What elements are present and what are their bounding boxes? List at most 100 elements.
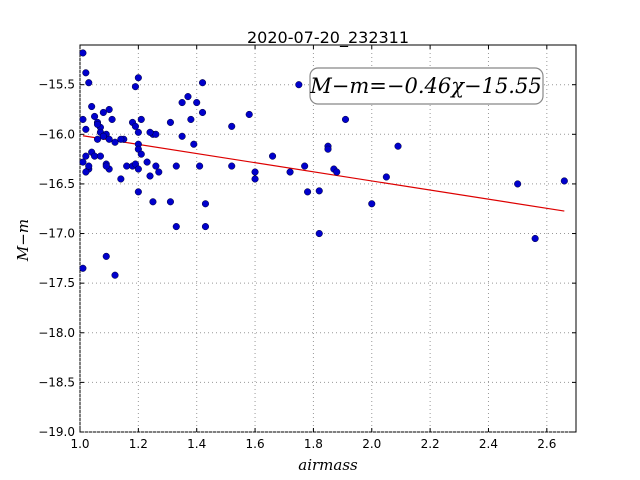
data-point bbox=[315, 187, 323, 195]
y-tick-label: −16.0 bbox=[38, 127, 75, 141]
x-tick-label: 1.2 bbox=[129, 437, 148, 451]
data-point bbox=[117, 135, 125, 143]
data-point bbox=[108, 115, 116, 123]
data-point bbox=[117, 175, 125, 183]
fit-line bbox=[82, 135, 565, 212]
data-point bbox=[88, 102, 96, 111]
data-point bbox=[105, 135, 113, 143]
data-point bbox=[382, 173, 390, 181]
x-axis-label: airmass bbox=[298, 456, 358, 474]
data-point bbox=[172, 162, 180, 170]
data-point bbox=[198, 79, 207, 87]
data-point bbox=[79, 49, 87, 57]
data-point bbox=[99, 132, 107, 140]
data-point bbox=[82, 168, 90, 176]
data-point bbox=[134, 74, 142, 82]
x-tick-label: 2.4 bbox=[479, 437, 498, 451]
data-point bbox=[102, 162, 110, 170]
data-point bbox=[172, 223, 180, 231]
data-point bbox=[196, 162, 204, 170]
data-point bbox=[137, 150, 145, 158]
x-tick-label: 2.0 bbox=[362, 437, 381, 451]
data-point bbox=[111, 138, 119, 146]
data-point bbox=[315, 229, 323, 238]
data-point bbox=[245, 110, 253, 119]
data-point bbox=[91, 112, 99, 120]
data-point bbox=[105, 105, 113, 114]
data-point bbox=[79, 264, 87, 272]
x-tick-label: 1.4 bbox=[187, 437, 206, 451]
data-point bbox=[178, 132, 186, 140]
data-point bbox=[102, 252, 110, 260]
data-point bbox=[149, 198, 157, 206]
data-point bbox=[324, 145, 332, 153]
data-point bbox=[99, 108, 107, 117]
data-point bbox=[251, 175, 259, 183]
data-point bbox=[152, 162, 160, 170]
data-point bbox=[143, 158, 151, 166]
data-point bbox=[93, 120, 102, 128]
data-point bbox=[79, 158, 87, 166]
data-point bbox=[198, 108, 207, 117]
data-point bbox=[79, 115, 87, 123]
points-layer bbox=[79, 49, 568, 279]
y-tick-label: −18.5 bbox=[38, 375, 75, 389]
x-tick-label: 2.2 bbox=[421, 437, 440, 451]
data-point bbox=[85, 79, 93, 87]
data-point bbox=[82, 125, 90, 133]
data-point bbox=[368, 200, 376, 208]
y-tick-label: −17.0 bbox=[38, 227, 75, 241]
data-point bbox=[301, 162, 309, 170]
fit-equation: M−m=−0.46χ−15.55 bbox=[309, 74, 541, 98]
chart-title: 2020-07-20_232311 bbox=[247, 28, 409, 48]
data-point bbox=[131, 122, 139, 130]
data-point bbox=[134, 165, 142, 173]
data-point bbox=[333, 168, 341, 176]
y-tick-label: −15.5 bbox=[38, 78, 75, 92]
data-point bbox=[341, 115, 350, 123]
data-point bbox=[111, 271, 119, 279]
data-point bbox=[228, 122, 236, 130]
y-tick-label: −16.5 bbox=[38, 177, 75, 191]
data-point bbox=[514, 180, 522, 188]
data-point bbox=[137, 115, 145, 123]
data-point bbox=[131, 83, 139, 91]
data-point bbox=[201, 223, 210, 231]
x-tick-label: 2.6 bbox=[537, 437, 556, 451]
data-point bbox=[251, 168, 259, 176]
x-tick-label: 1.0 bbox=[70, 437, 89, 451]
data-point bbox=[531, 234, 539, 243]
data-point bbox=[184, 93, 192, 101]
ticks: 1.0 1.2 1.4 1.6 1.8 2.0 2.2 2.4 2.6 −15.5 −16.0 −16… bbox=[38, 45, 576, 451]
data-point bbox=[187, 115, 195, 123]
y-tick-label: −17.5 bbox=[38, 276, 75, 290]
data-point bbox=[155, 168, 163, 176]
data-point bbox=[304, 188, 312, 196]
data-point bbox=[295, 81, 303, 89]
annotation-box: M−m=−0.46χ−15.55 bbox=[309, 67, 544, 105]
data-point bbox=[560, 177, 568, 185]
y-tick-label: −18.0 bbox=[38, 326, 75, 340]
data-point bbox=[146, 172, 154, 180]
data-point bbox=[190, 140, 198, 148]
data-point bbox=[146, 128, 154, 136]
data-point bbox=[134, 128, 142, 136]
data-point bbox=[134, 188, 142, 196]
y-tick-label: −19.0 bbox=[38, 425, 75, 439]
x-tick-label: 1.6 bbox=[246, 437, 265, 451]
data-point bbox=[201, 200, 210, 208]
data-point bbox=[85, 162, 93, 170]
data-point bbox=[178, 99, 186, 107]
data-point bbox=[269, 152, 277, 160]
data-point bbox=[82, 152, 90, 160]
data-point bbox=[228, 162, 236, 170]
data-point bbox=[193, 99, 201, 107]
data-point bbox=[96, 152, 104, 160]
data-point bbox=[286, 168, 294, 176]
data-point bbox=[166, 118, 174, 126]
data-point bbox=[93, 135, 102, 143]
x-tick-label: 1.8 bbox=[304, 437, 323, 451]
annotation-frame bbox=[309, 67, 544, 105]
data-point bbox=[166, 198, 174, 206]
